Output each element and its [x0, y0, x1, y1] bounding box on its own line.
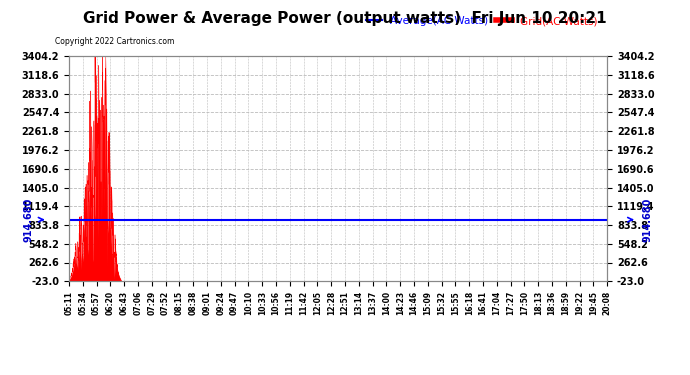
Text: Grid Power & Average Power (output watts)  Fri Jun 10 20:21: Grid Power & Average Power (output watts…: [83, 11, 607, 26]
Average(AC Watts): [66, 217, 75, 222]
Average(AC Watts): [65, 217, 73, 222]
Text: 914.680: 914.680: [23, 198, 34, 242]
Text: Copyright 2022 Cartronics.com: Copyright 2022 Cartronics.com: [55, 38, 175, 46]
Legend: Average(AC Watts), Grid(AC Watts): Average(AC Watts), Grid(AC Watts): [362, 12, 602, 30]
Text: 914.680: 914.680: [642, 198, 653, 242]
